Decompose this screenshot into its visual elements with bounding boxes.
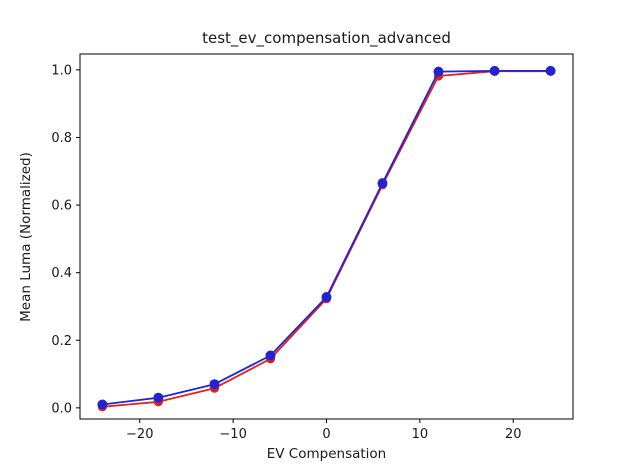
x-tick-label: 20 — [505, 427, 522, 442]
y-axis-label: Mean Luma (Normalized) — [18, 152, 34, 322]
data-point-blue — [97, 399, 108, 410]
chart-title: test_ev_compensation_advanced — [202, 29, 451, 47]
y-tick-label: 0.0 — [51, 401, 72, 416]
data-point-blue — [265, 350, 276, 361]
series-line-red — [102, 70, 551, 408]
y-tick-label: 0.8 — [51, 131, 72, 146]
data-point-blue — [433, 66, 444, 77]
x-tick-label: −10 — [219, 427, 246, 442]
data-point-blue — [377, 178, 388, 189]
data-point-blue — [321, 292, 332, 302]
plot-border — [79, 53, 574, 420]
y-tick-label: 0.6 — [51, 199, 72, 214]
y-tick-label: 0.4 — [51, 266, 72, 281]
x-tick-label: −20 — [126, 427, 153, 442]
x-tick-label: 10 — [412, 427, 429, 442]
series-line-blue — [102, 70, 551, 406]
x-tick-label: 0 — [322, 427, 330, 442]
data-point-blue — [489, 65, 500, 76]
data-point-blue — [209, 379, 220, 390]
x-axis-label: EV Compensation — [266, 446, 387, 462]
y-tick-label: 1.0 — [51, 63, 72, 78]
y-tick-label: 0.2 — [51, 334, 72, 349]
data-point-blue — [153, 392, 164, 403]
data-point-blue — [545, 65, 556, 76]
